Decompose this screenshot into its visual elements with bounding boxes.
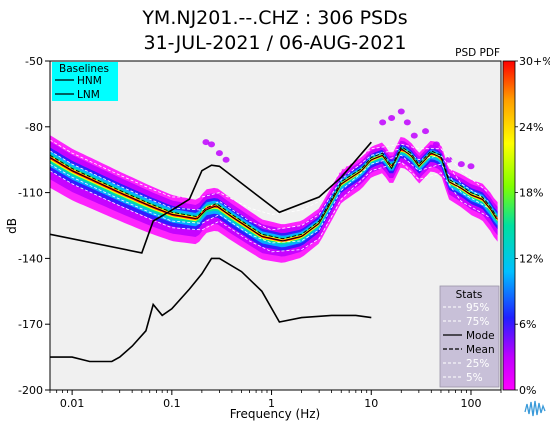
series-lines [50, 139, 497, 363]
x-tick-label: 0.01 [60, 397, 85, 410]
x-axis-label: Frequency (Hz) [230, 407, 321, 421]
colorbar-tick-label: 18% [519, 187, 543, 200]
colorbar-tick-label: 24% [519, 121, 543, 134]
colorbar-tick-label: 0% [519, 384, 536, 397]
y-tick-label: -170 [18, 318, 43, 331]
density-outlier [457, 161, 465, 168]
psd-density [50, 108, 498, 263]
x-axis: 0.01 0.1 1 10 100 [49, 390, 502, 410]
colorbar [502, 60, 516, 391]
squid-logo-icon [523, 398, 547, 420]
plot-frame [49, 60, 502, 391]
chart-title: YM.NJ201.--.CHZ : 306 PSDs [141, 7, 407, 29]
density-outlier [222, 156, 230, 163]
y-axis: -50 -80 -110 -140 -170 -200 [18, 55, 50, 397]
baselines-legend: Baselines HNM LNM [52, 62, 118, 101]
mode-legend-label: Mode [466, 330, 495, 342]
density-outlier [445, 156, 453, 163]
density-outlier [202, 139, 210, 146]
p5-legend-label: 5% [466, 372, 483, 384]
colorbar-tick-label: 6% [519, 318, 536, 331]
density-outlier [215, 150, 223, 157]
density-layer-3 [50, 146, 498, 248]
series-mode [50, 148, 497, 242]
density-outlier [467, 163, 475, 170]
density-outlier [208, 141, 216, 148]
baselines-legend-title: Baselines [59, 63, 109, 75]
y-tick-label: -200 [18, 384, 43, 397]
y-tick-label: -110 [18, 187, 43, 200]
density-outlier [379, 119, 387, 126]
lnm-legend-label: LNM [77, 89, 100, 101]
series-hnm [50, 141, 372, 254]
stats-legend-title: Stats [456, 289, 483, 301]
density-outlier [432, 141, 440, 148]
series-mean [50, 145, 497, 240]
density-outlier [403, 119, 411, 126]
chart-subtitle: 31-JUL-2021 / 06-AUG-2021 [144, 32, 407, 54]
series-lnm [50, 257, 372, 363]
hnm-legend-label: HNM [77, 75, 102, 87]
y-axis-label: dB [5, 218, 19, 234]
p25-legend-label: 25% [466, 358, 489, 370]
x-tick-label: 100 [460, 397, 481, 410]
density-outlier [410, 132, 418, 139]
y-tick-label: -140 [18, 252, 43, 265]
series-25pct [50, 154, 489, 244]
density-outlier [422, 128, 430, 135]
density-outlier [397, 108, 405, 115]
colorbar-label: PSD PDF [455, 47, 500, 59]
y-tick-label: -50 [25, 55, 43, 68]
series-5pct [50, 161, 489, 253]
x-tick-label: 10 [364, 397, 378, 410]
p75-legend-label: 75% [466, 316, 489, 328]
density-outlier [388, 115, 396, 122]
colorbar-tick-label: 30+% [519, 55, 550, 68]
colorbar-tick-label: 12% [519, 252, 543, 265]
stats-legend: Stats 95% 75% Mode Mean 25% 5% [439, 285, 500, 388]
colorbar-ticks: 0% 6% 12% 18% 24% 30+% [515, 55, 550, 397]
series-75pct [50, 148, 489, 231]
mean-legend-label: Mean [466, 344, 495, 356]
stats-legend-box [439, 285, 500, 388]
x-tick-label: 0.1 [163, 397, 181, 410]
y-tick-label: -80 [25, 121, 43, 134]
x-tick-label: 1 [268, 397, 275, 410]
p95-legend-label: 95% [466, 302, 489, 314]
series-95pct [50, 139, 489, 215]
density-layer-1 [50, 140, 498, 257]
